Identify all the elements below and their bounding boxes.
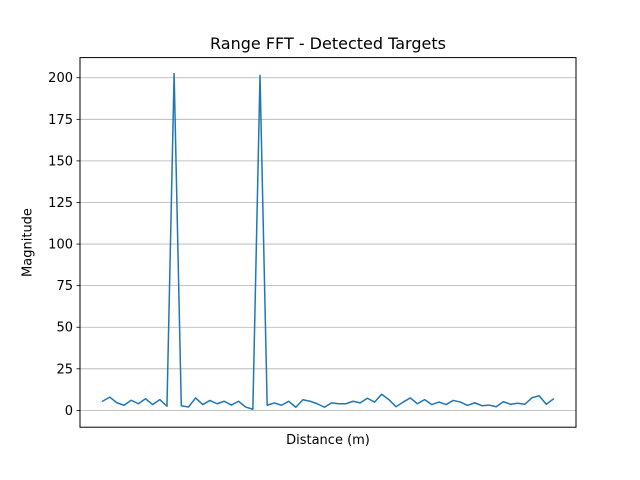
y-tick-label: 200	[48, 71, 73, 86]
y-tick-label: 100	[48, 238, 73, 253]
y-tick-label: 75	[56, 279, 73, 294]
y-tick-label: 175	[48, 113, 73, 128]
y-tick-label: 50	[56, 321, 73, 336]
y-tick-label: 150	[48, 154, 73, 169]
chart-title: Range FFT - Detected Targets	[210, 34, 446, 53]
axes-box	[79, 57, 577, 428]
y-tick-label: 125	[48, 196, 73, 211]
x-axis-label: Distance (m)	[286, 433, 370, 448]
y-tick-label: 0	[65, 404, 73, 419]
y-tick-label: 25	[56, 362, 73, 377]
fft-magnitude-line	[101, 72, 555, 410]
y-axis-label: Magnitude	[20, 208, 36, 277]
